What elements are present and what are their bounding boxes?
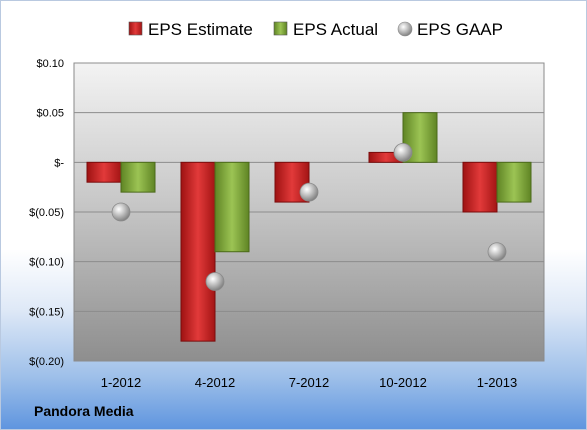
x-tick-label: 4-2012 [195,375,235,390]
marker-eps-gaap [205,272,225,291]
y-tick-label: $(0.10) [29,257,64,269]
legend-swatch [273,21,288,36]
y-tick-label: $0.10 [36,58,64,70]
marker-eps-gaap [299,182,319,202]
x-tick-label: 1-2012 [101,375,141,390]
y-tick-label: $0.05 [36,108,64,120]
bar-eps-estimate [462,161,498,213]
marker-eps-gaap [111,202,131,222]
y-tick-label: $(0.05) [29,207,64,219]
bar-eps-actual [214,161,250,253]
marker-eps-gaap [393,142,413,162]
y-tick-label: $- [54,157,64,169]
bar-eps-estimate [86,161,122,183]
marker-eps-gaap [487,242,507,262]
legend-label: EPS Actual [293,20,378,39]
legend-label: EPS Estimate [148,20,253,39]
bar-eps-estimate [180,161,216,342]
company-name: Pandora Media [34,403,134,419]
bar-eps-actual [120,161,156,193]
legend-swatch [128,21,143,36]
y-tick-label: $(0.15) [29,306,64,318]
x-tick-label: 10-2012 [379,375,427,390]
legend-swatch [397,21,413,37]
x-tick-label: 7-2012 [289,375,329,390]
legend-label: EPS GAAP [417,20,503,39]
bar-eps-actual [496,161,532,203]
y-tick-label: $(0.20) [29,356,64,368]
x-tick-label: 1-2013 [477,375,517,390]
